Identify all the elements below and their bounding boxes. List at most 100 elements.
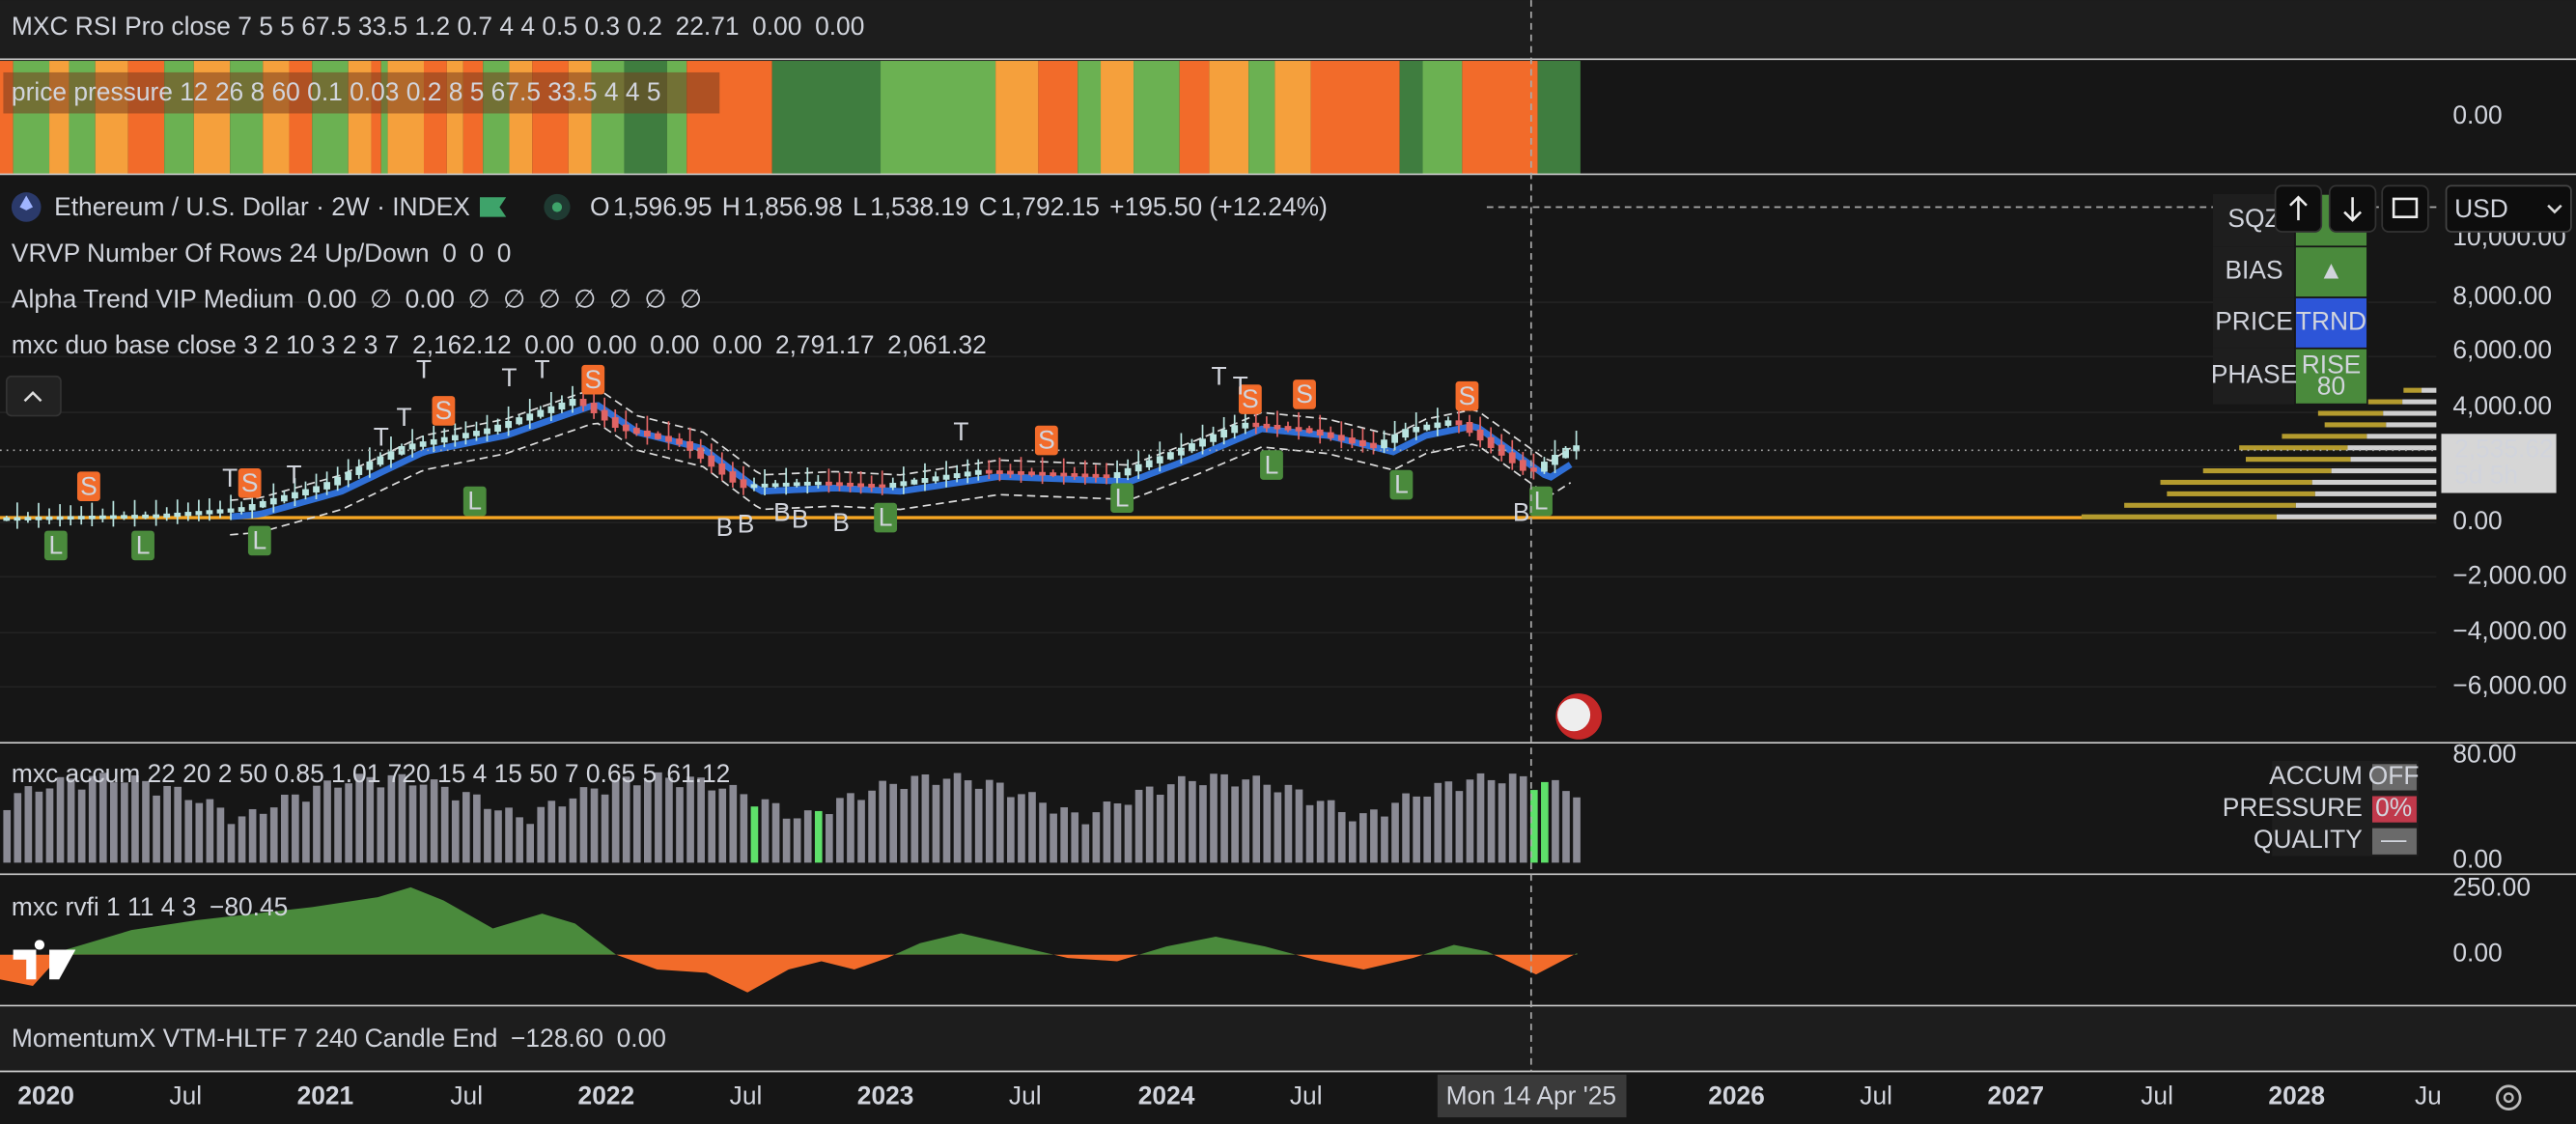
candle-body [45, 516, 53, 520]
signal-box [1034, 425, 1058, 456]
indicator-value: −80.45 [210, 892, 288, 921]
accum-bar [153, 795, 160, 863]
accum-bar [292, 794, 299, 863]
accum-bar [644, 779, 652, 863]
accum-bar [632, 785, 641, 863]
accum-bar [1166, 784, 1175, 863]
axis-label: 8,000.00 [2452, 281, 2552, 310]
candle-body [248, 504, 256, 511]
flag-icon [480, 197, 507, 217]
candle-body [163, 513, 171, 519]
volume-profile [2202, 468, 2332, 474]
accum-bar [88, 775, 97, 863]
signal-box [247, 525, 271, 556]
signal-label: T [501, 363, 517, 392]
pressure-stripe [1101, 61, 1134, 175]
candle-body [259, 500, 266, 508]
candle-body [313, 486, 320, 492]
candle-body [1124, 467, 1132, 476]
signal-label: B [716, 513, 734, 542]
pressure-stripe [1399, 61, 1423, 175]
signal-label: S [1296, 379, 1313, 408]
indicator-value: 2,791.17 [775, 330, 875, 359]
indicator-value: 0.00 [650, 330, 699, 359]
candle-body [1103, 474, 1110, 479]
pressure-stripe [1209, 61, 1249, 175]
table-label-cell [2212, 297, 2296, 349]
candle-body [857, 483, 865, 488]
candle-body [995, 470, 1003, 474]
table-value: 80 [2317, 372, 2345, 401]
pressure-stripe [1462, 61, 1538, 175]
candle-body [1434, 422, 1442, 429]
candle-body [826, 481, 832, 486]
candle-body [494, 424, 501, 432]
price-label: 2,535.62 [2454, 434, 2554, 463]
indicator-value: ∅ [370, 284, 392, 313]
ohlc-change: +195.50 (+12.24%) [1109, 192, 1328, 221]
countdown-label: 5d 5h [2454, 460, 2518, 489]
signal-box [1110, 483, 1134, 513]
accum-bar [1381, 816, 1388, 863]
pressure-stripe [995, 61, 1039, 175]
accum-bar [847, 793, 854, 863]
table-value-cell [2294, 245, 2368, 298]
settings-button[interactable] [2495, 1084, 2522, 1110]
candle-body [269, 497, 277, 505]
table-value: RISE [2302, 350, 2362, 379]
toolbar-button[interactable] [2381, 184, 2429, 233]
indicator-value: −128.60 [511, 1024, 603, 1053]
indicator-value: ∅ [468, 284, 490, 313]
collapse-button[interactable] [5, 375, 62, 417]
axis-label: −4,000.00 [2452, 616, 2566, 645]
time-label: Jul [2141, 1082, 2173, 1110]
time-label: Jul [730, 1082, 763, 1110]
accum-bar [1177, 775, 1186, 863]
volume-profile [2282, 434, 2367, 439]
accum-bar [964, 780, 972, 863]
signal-label: B [1513, 498, 1530, 527]
signal-label: L [1265, 450, 1279, 479]
candle-body [900, 481, 908, 487]
table-value-cell [2372, 828, 2417, 855]
pressure-stripe [771, 61, 882, 175]
accum-bar [803, 810, 812, 863]
candle-body [1039, 471, 1047, 476]
signal-label: B [792, 504, 809, 533]
accum-bar [440, 786, 449, 863]
accum-bar [1284, 784, 1293, 863]
toolbar-icon [2392, 197, 2419, 218]
table-value-cell [2372, 764, 2417, 791]
accum-bar [910, 775, 919, 863]
candle-body [1498, 444, 1505, 456]
volume-profile [2422, 387, 2437, 393]
candle-body [985, 469, 993, 474]
accum-bar [1081, 824, 1090, 863]
volume-profile [2402, 399, 2437, 405]
indicator-label: VRVP Number Of Rows 24 Up/Down [12, 239, 430, 267]
indicator-value: 22.71 [676, 12, 740, 41]
accum-bar [665, 777, 673, 863]
candle-body [558, 402, 566, 410]
accum-bar [1498, 783, 1506, 863]
currency-select[interactable] [2445, 184, 2572, 233]
candle-body [1476, 429, 1484, 441]
accum-bar [590, 788, 599, 863]
candle-body [366, 461, 374, 470]
volume-profile [2314, 491, 2437, 496]
candle-body [1444, 420, 1452, 426]
candle-body [1060, 472, 1068, 477]
volume-profile [2167, 491, 2315, 496]
candle-body [622, 424, 630, 432]
accum-bar [45, 788, 54, 863]
signal-box [1529, 486, 1553, 517]
candle-body [718, 463, 726, 475]
candle-body [771, 483, 779, 488]
indicator-label: Alpha Trend VIP Medium [12, 284, 294, 313]
indicator-value: 0 [497, 239, 512, 267]
accum-bar [238, 816, 246, 863]
accum-bar [408, 785, 417, 863]
accum-bar [1316, 801, 1325, 863]
accum-bar [1423, 796, 1432, 863]
